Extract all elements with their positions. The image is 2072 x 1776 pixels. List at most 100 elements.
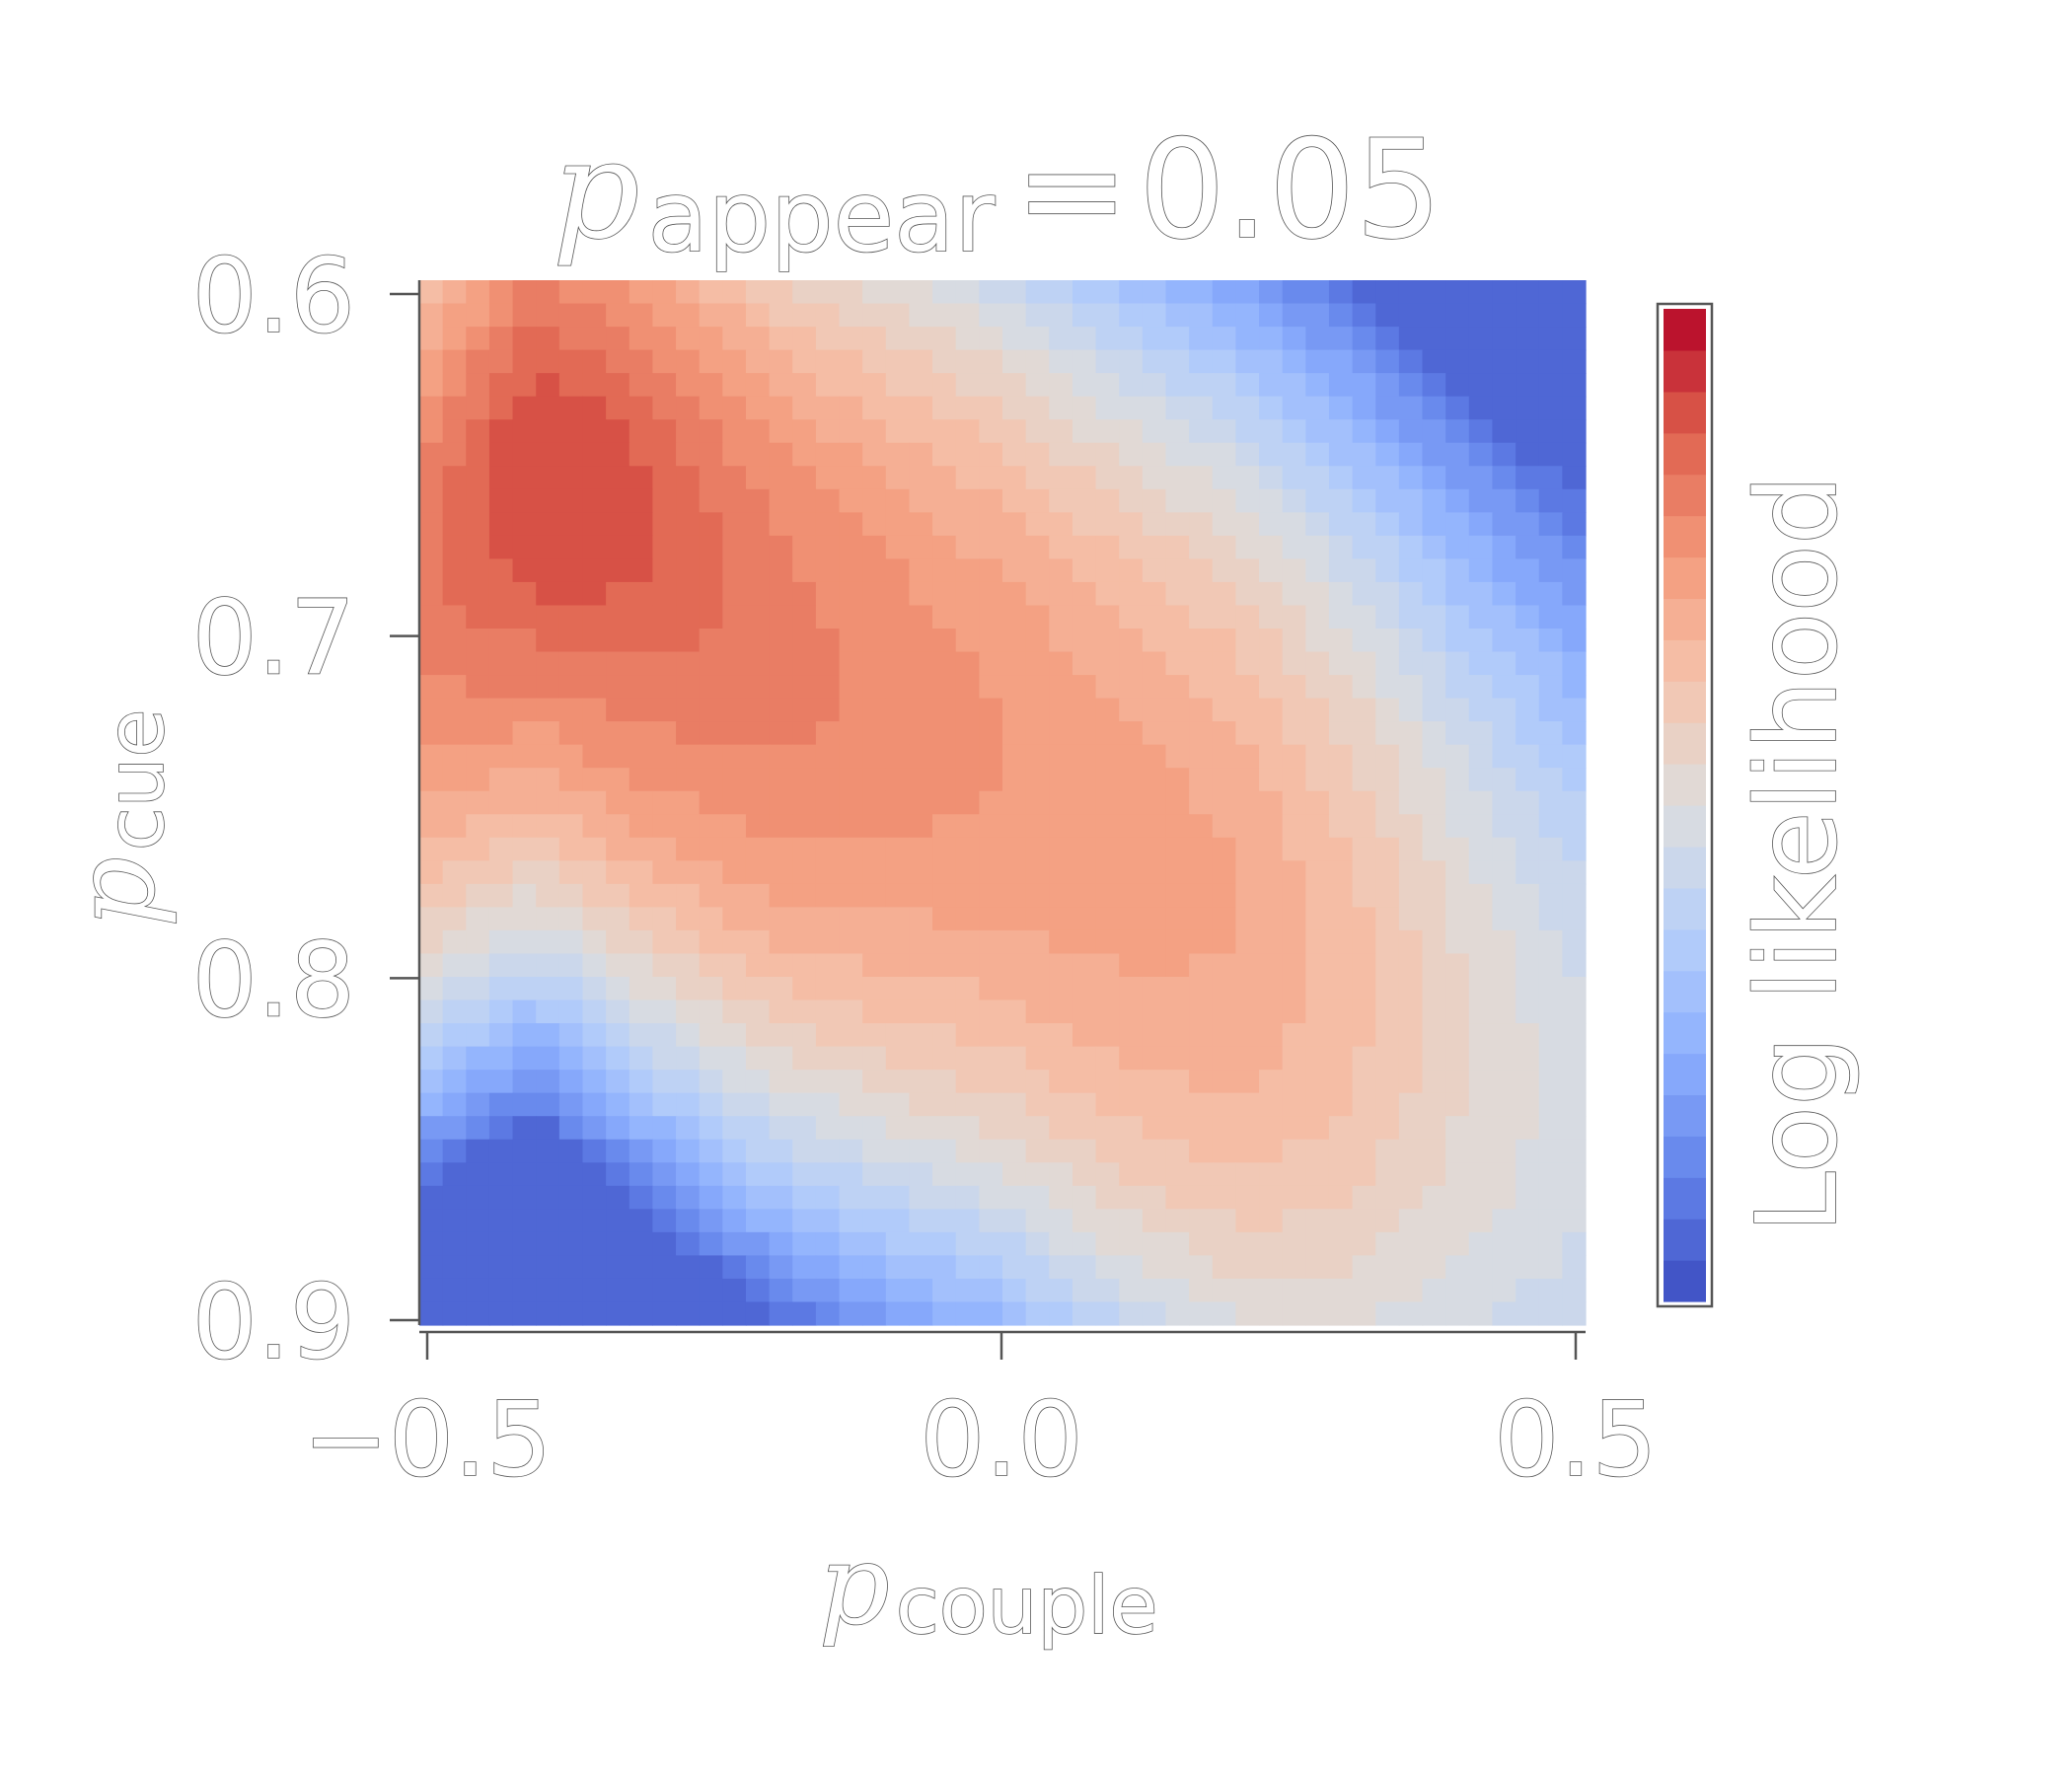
colorbar bbox=[1664, 309, 1706, 1302]
heatmap-cell bbox=[1516, 327, 1540, 351]
heatmap-cell bbox=[582, 512, 607, 537]
heatmap-cell bbox=[1095, 512, 1120, 537]
heatmap-cell bbox=[419, 1278, 444, 1303]
heatmap-cell bbox=[979, 605, 1003, 629]
heatmap-cell bbox=[839, 1185, 863, 1210]
heatmap-cell bbox=[1025, 1209, 1050, 1233]
heatmap-cell bbox=[1119, 1209, 1144, 1233]
svg-text:pcouple: pcouple bbox=[819, 1521, 1158, 1652]
heatmap-cell bbox=[792, 698, 817, 722]
heatmap-cell bbox=[792, 1046, 817, 1071]
heatmap-cell bbox=[699, 1185, 723, 1210]
heatmap-cell bbox=[745, 768, 771, 792]
heatmap-cell bbox=[1352, 837, 1376, 861]
heatmap-cell bbox=[1072, 1046, 1097, 1071]
heatmap-cell bbox=[1282, 744, 1306, 769]
heatmap-cell bbox=[792, 675, 817, 700]
heatmap-cell bbox=[488, 1092, 514, 1117]
heatmap-cell bbox=[1492, 768, 1517, 792]
heatmap-cell bbox=[1562, 419, 1587, 444]
heatmap-cell bbox=[1282, 837, 1306, 861]
heatmap-cell bbox=[1328, 488, 1354, 513]
heatmap-cell bbox=[862, 1162, 887, 1187]
heatmap-cell bbox=[1562, 1162, 1587, 1187]
heatmap-cell bbox=[1049, 860, 1073, 885]
heatmap-cell bbox=[699, 837, 723, 861]
heatmap-cell bbox=[558, 327, 584, 351]
heatmap-cell bbox=[1259, 466, 1284, 490]
heatmap-cell bbox=[1165, 744, 1190, 769]
heatmap-cell bbox=[1095, 999, 1120, 1024]
heatmap-cell bbox=[1445, 814, 1470, 839]
heatmap-cell bbox=[1235, 349, 1260, 374]
heatmap-cell bbox=[1165, 1046, 1190, 1071]
heatmap-cell bbox=[1002, 977, 1027, 1001]
heatmap-cell bbox=[676, 1116, 701, 1141]
heatmap-cell bbox=[652, 698, 677, 722]
heatmap-cell bbox=[1119, 1278, 1144, 1303]
heatmap-cell bbox=[1282, 442, 1306, 467]
heatmap-cell bbox=[932, 488, 957, 513]
heatmap-cell bbox=[676, 1209, 701, 1233]
heatmap-cell bbox=[419, 1139, 444, 1163]
heatmap-cell bbox=[1562, 744, 1587, 769]
colorbar-swatch bbox=[1664, 681, 1706, 723]
heatmap-cell bbox=[676, 721, 701, 746]
heatmap-cell bbox=[1165, 953, 1190, 978]
heatmap-cell bbox=[1142, 419, 1167, 444]
heatmap-cell bbox=[1445, 1139, 1470, 1163]
heatmap-cell bbox=[558, 1046, 584, 1071]
heatmap-cell bbox=[955, 790, 980, 815]
heatmap-cell bbox=[1282, 790, 1306, 815]
heatmap-cell bbox=[1445, 1278, 1470, 1303]
heatmap-cell bbox=[1212, 651, 1236, 676]
heatmap-cell bbox=[979, 303, 1003, 328]
heatmap-cell bbox=[466, 953, 490, 978]
heatmap-cell bbox=[769, 744, 793, 769]
heatmap-cell bbox=[629, 629, 653, 653]
heatmap-cell bbox=[1516, 349, 1540, 374]
heatmap-cell bbox=[1002, 768, 1027, 792]
heatmap-cell bbox=[1305, 721, 1330, 746]
heatmap-cell bbox=[1212, 512, 1236, 537]
heatmap-cell bbox=[885, 1255, 911, 1280]
heatmap-cell bbox=[792, 1185, 817, 1210]
heatmap-cell bbox=[792, 860, 817, 885]
heatmap-cell bbox=[699, 929, 723, 955]
heatmap-cell bbox=[1095, 907, 1120, 931]
heatmap-cell bbox=[1165, 977, 1190, 1001]
heatmap-cell bbox=[1352, 1046, 1376, 1071]
heatmap-cell bbox=[606, 581, 630, 607]
heatmap-cell bbox=[676, 768, 701, 792]
heatmap-cell bbox=[1049, 349, 1073, 374]
heatmap-cell bbox=[1375, 744, 1400, 769]
heatmap-cell bbox=[558, 907, 584, 931]
heatmap-cell bbox=[932, 999, 957, 1024]
heatmap-cell bbox=[1398, 1255, 1424, 1280]
heatmap-cell bbox=[1002, 280, 1027, 305]
heatmap-cell bbox=[1422, 466, 1446, 490]
heatmap-cell bbox=[1142, 558, 1167, 583]
heatmap-cell bbox=[862, 698, 887, 722]
heatmap-cell bbox=[1095, 629, 1120, 653]
heatmap-cell bbox=[1235, 605, 1260, 629]
heatmap-cell bbox=[606, 1070, 630, 1094]
heatmap-cell bbox=[955, 349, 980, 374]
heatmap-cell bbox=[1165, 629, 1190, 653]
heatmap-cell bbox=[1538, 327, 1563, 351]
heatmap-cell bbox=[769, 1301, 793, 1326]
heatmap-cell bbox=[1516, 1278, 1540, 1303]
heatmap-cell bbox=[699, 581, 723, 607]
heatmap-cell bbox=[979, 1231, 1003, 1256]
heatmap-cell bbox=[1095, 373, 1120, 398]
heatmap-cell bbox=[1352, 488, 1376, 513]
heatmap-cell bbox=[1212, 1139, 1236, 1163]
heatmap-cell bbox=[1235, 1231, 1260, 1256]
heatmap-cell bbox=[1189, 1231, 1214, 1256]
heatmap-cell bbox=[1538, 814, 1563, 839]
heatmap-cell bbox=[909, 953, 933, 978]
heatmap-cell bbox=[862, 651, 887, 676]
heatmap-cell bbox=[1538, 373, 1563, 398]
heatmap-cell bbox=[955, 327, 980, 351]
heatmap-cell bbox=[862, 303, 887, 328]
